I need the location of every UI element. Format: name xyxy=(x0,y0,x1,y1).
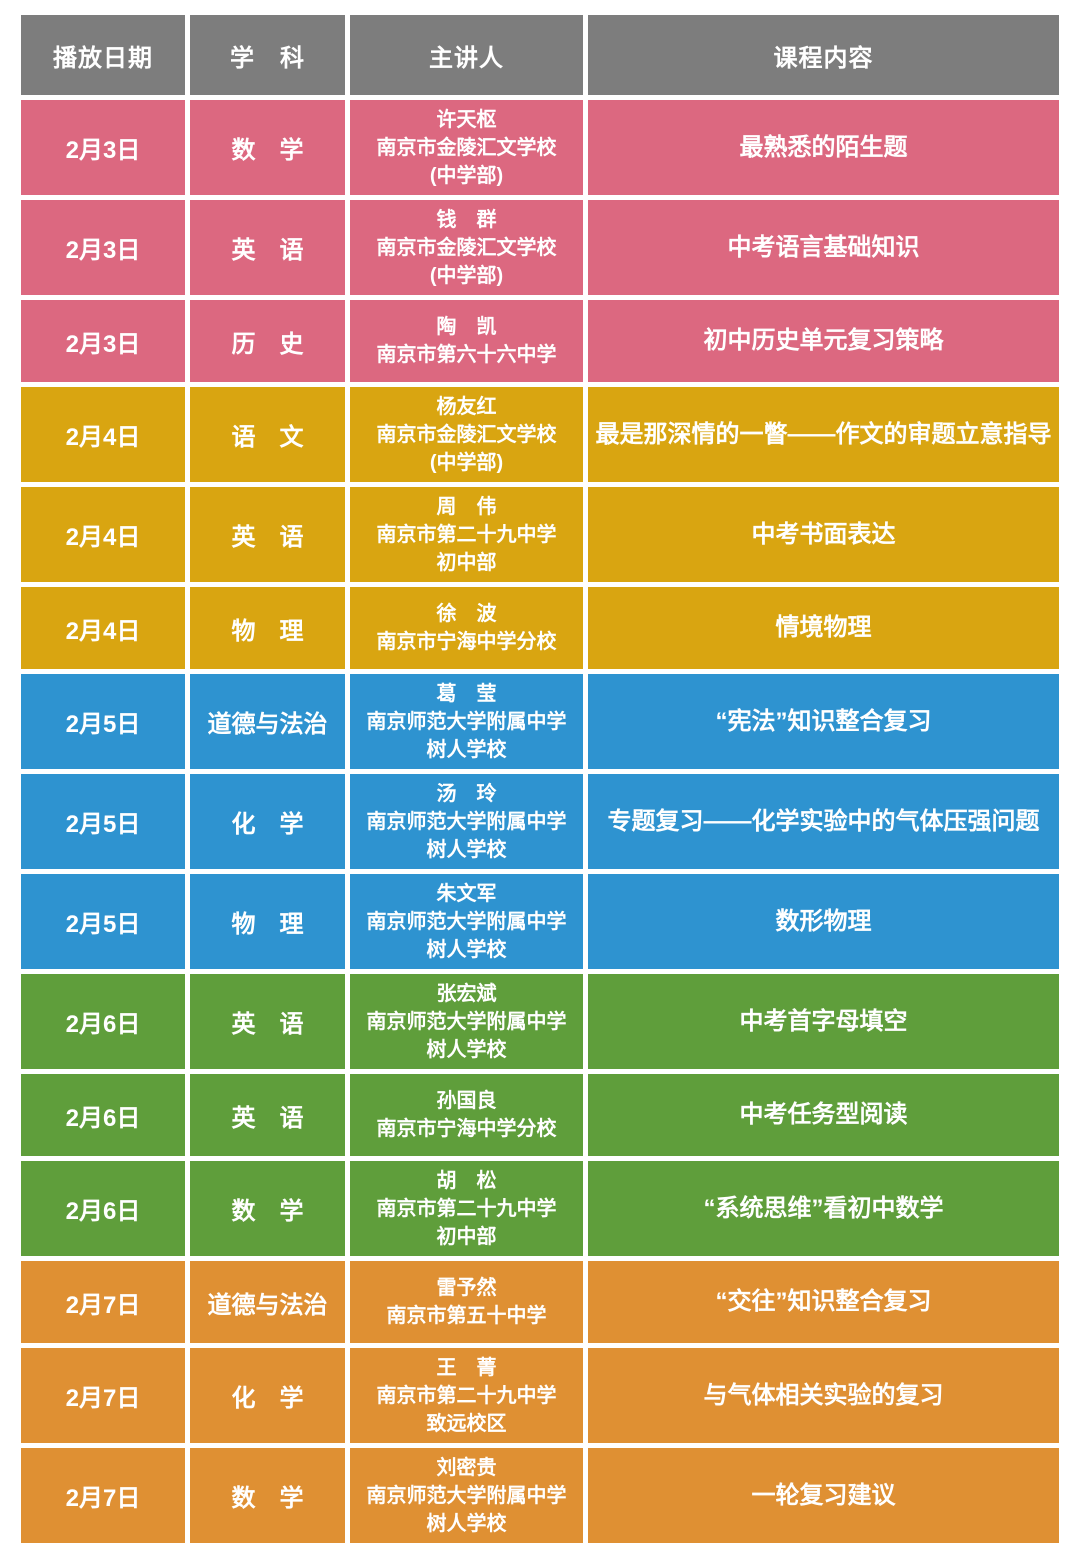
date-cell: 2月7日 xyxy=(21,1261,185,1343)
date-cell: 2月6日 xyxy=(21,1161,185,1256)
header-cell-subject: 学 科 xyxy=(190,15,345,95)
lecturer-cell: 孙国良 南京市宁海中学分校 xyxy=(350,1074,583,1156)
lecturer-cell: 杨友红 南京市金陵汇文学校 (中学部) xyxy=(350,387,583,482)
subject-cell: 化 学 xyxy=(190,774,345,869)
content-cell: 中考语言基础知识 xyxy=(588,200,1059,295)
date-cell: 2月3日 xyxy=(21,300,185,382)
lecturer-cell: 葛 莹 南京师范大学附属中学 树人学校 xyxy=(350,674,583,769)
date-cell: 2月7日 xyxy=(21,1448,185,1543)
subject-cell: 道德与法治 xyxy=(190,1261,345,1343)
content-cell: “交往”知识整合复习 xyxy=(588,1261,1059,1343)
date-cell: 2月4日 xyxy=(21,487,185,582)
schedule-table: 播放日期 学 科 主讲人 课程内容 2月3日 数 学 许天枢 南京市金陵汇文学校… xyxy=(21,15,1059,1543)
subject-cell: 化 学 xyxy=(190,1348,345,1443)
content-cell: 中考书面表达 xyxy=(588,487,1059,582)
lecturer-cell: 刘密贵 南京师范大学附属中学 树人学校 xyxy=(350,1448,583,1543)
subject-cell: 物 理 xyxy=(190,874,345,969)
date-cell: 2月6日 xyxy=(21,1074,185,1156)
lecturer-cell: 钱 群 南京市金陵汇文学校 (中学部) xyxy=(350,200,583,295)
lecturer-cell: 陶 凯 南京市第六十六中学 xyxy=(350,300,583,382)
date-cell: 2月5日 xyxy=(21,774,185,869)
lecturer-cell: 王 菁 南京市第二十九中学 致远校区 xyxy=(350,1348,583,1443)
subject-cell: 数 学 xyxy=(190,100,345,195)
content-cell: 中考任务型阅读 xyxy=(588,1074,1059,1156)
content-cell: 最熟悉的陌生题 xyxy=(588,100,1059,195)
date-cell: 2月4日 xyxy=(21,387,185,482)
lecturer-cell: 胡 松 南京市第二十九中学 初中部 xyxy=(350,1161,583,1256)
subject-cell: 语 文 xyxy=(190,387,345,482)
content-cell: “系统思维”看初中数学 xyxy=(588,1161,1059,1256)
content-cell: 数形物理 xyxy=(588,874,1059,969)
date-cell: 2月5日 xyxy=(21,874,185,969)
subject-cell: 英 语 xyxy=(190,487,345,582)
content-cell: 情境物理 xyxy=(588,587,1059,669)
lecturer-cell: 汤 玲 南京师范大学附属中学 树人学校 xyxy=(350,774,583,869)
lecturer-cell: 雷予然 南京市第五十中学 xyxy=(350,1261,583,1343)
date-cell: 2月3日 xyxy=(21,100,185,195)
subject-cell: 英 语 xyxy=(190,974,345,1069)
date-cell: 2月7日 xyxy=(21,1348,185,1443)
subject-cell: 英 语 xyxy=(190,200,345,295)
content-cell: 最是那深情的一瞥——作文的审题立意指导 xyxy=(588,387,1059,482)
content-cell: 中考首字母填空 xyxy=(588,974,1059,1069)
lecturer-cell: 张宏斌 南京师范大学附属中学 树人学校 xyxy=(350,974,583,1069)
content-cell: 与气体相关实验的复习 xyxy=(588,1348,1059,1443)
lecturer-cell: 许天枢 南京市金陵汇文学校 (中学部) xyxy=(350,100,583,195)
content-cell: “宪法”知识整合复习 xyxy=(588,674,1059,769)
date-cell: 2月6日 xyxy=(21,974,185,1069)
subject-cell: 数 学 xyxy=(190,1161,345,1256)
lecturer-cell: 徐 波 南京市宁海中学分校 xyxy=(350,587,583,669)
content-cell: 专题复习——化学实验中的气体压强问题 xyxy=(588,774,1059,869)
date-cell: 2月5日 xyxy=(21,674,185,769)
subject-cell: 物 理 xyxy=(190,587,345,669)
lecturer-cell: 周 伟 南京市第二十九中学 初中部 xyxy=(350,487,583,582)
lecturer-cell: 朱文军 南京师范大学附属中学 树人学校 xyxy=(350,874,583,969)
header-cell-lecturer: 主讲人 xyxy=(350,15,583,95)
content-cell: 一轮复习建议 xyxy=(588,1448,1059,1543)
subject-cell: 道德与法治 xyxy=(190,674,345,769)
header-cell-content: 课程内容 xyxy=(588,15,1059,95)
content-cell: 初中历史单元复习策略 xyxy=(588,300,1059,382)
subject-cell: 数 学 xyxy=(190,1448,345,1543)
subject-cell: 英 语 xyxy=(190,1074,345,1156)
header-cell-date: 播放日期 xyxy=(21,15,185,95)
date-cell: 2月4日 xyxy=(21,587,185,669)
date-cell: 2月3日 xyxy=(21,200,185,295)
subject-cell: 历 史 xyxy=(190,300,345,382)
